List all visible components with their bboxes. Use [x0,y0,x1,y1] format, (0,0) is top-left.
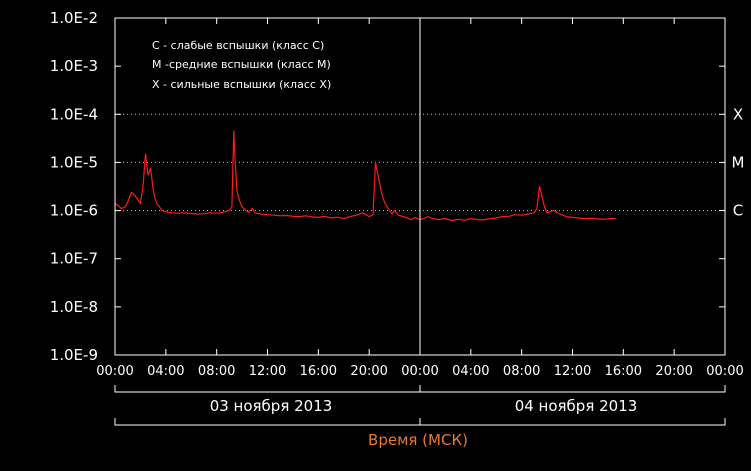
series-layer [114,130,616,222]
y-axis: 1.0E-2 1.0E-3 1.0E-4 1.0E-5 1.0E-6 1.0E-7 1.0E… [50,9,725,364]
x-tick-label: 16:00 [300,364,337,379]
x-tick-label: 00:00 [96,364,133,379]
class-label-m: M [732,153,745,171]
x-tick-label: 00:00 [401,364,438,379]
y-tick-label: 1.0E-9 [50,346,98,364]
x-tick-label: 16:00 [605,364,642,379]
x-tick-label: 08:00 [198,364,235,379]
x-tick-label: 08:00 [503,364,540,379]
x-tick-label: 04:00 [452,364,489,379]
legend-item-x: X - сильные вспышки (класс X) [152,78,331,91]
y-tick-label: 1.0E-2 [50,9,98,27]
x-tick-label: 12:00 [249,364,286,379]
legend: C - слабые вспышки (класс C) M -средние … [152,39,331,91]
x-tick-label: 20:00 [350,364,387,379]
x-tick-label: 04:00 [147,364,184,379]
legend-item-m: M -средние вспышки (класс M) [152,58,331,71]
y-tick-label: 1.0E-7 [50,250,98,268]
flux-series-line [114,130,616,222]
class-label-x: X [733,105,743,123]
y-tick-label: 1.0E-5 [50,153,98,171]
day-label-1: 03 ноября 2013 [210,397,333,415]
x-tick-label: 20:00 [655,364,692,379]
y-tick-label: 1.0E-6 [50,202,98,220]
day-brackets [114,385,726,426]
y-tick-label: 1.0E-3 [50,57,98,75]
x-axis: 00:00 04:00 08:00 12:00 16:00 20:00 00:00 04:00… [96,18,744,379]
legend-item-c: C - слабые вспышки (класс C) [152,39,324,52]
x-tick-label: 00:00 [706,364,743,379]
y-tick-label: 1.0E-8 [50,298,98,316]
x-axis-title: Время (МСК) [368,431,468,449]
day-label-2: 04 ноября 2013 [515,397,638,415]
y-tick-label: 1.0E-4 [50,105,98,123]
x-tick-label: 12:00 [554,364,591,379]
class-label-c: C [733,202,743,220]
class-labels: X M C [732,105,745,219]
